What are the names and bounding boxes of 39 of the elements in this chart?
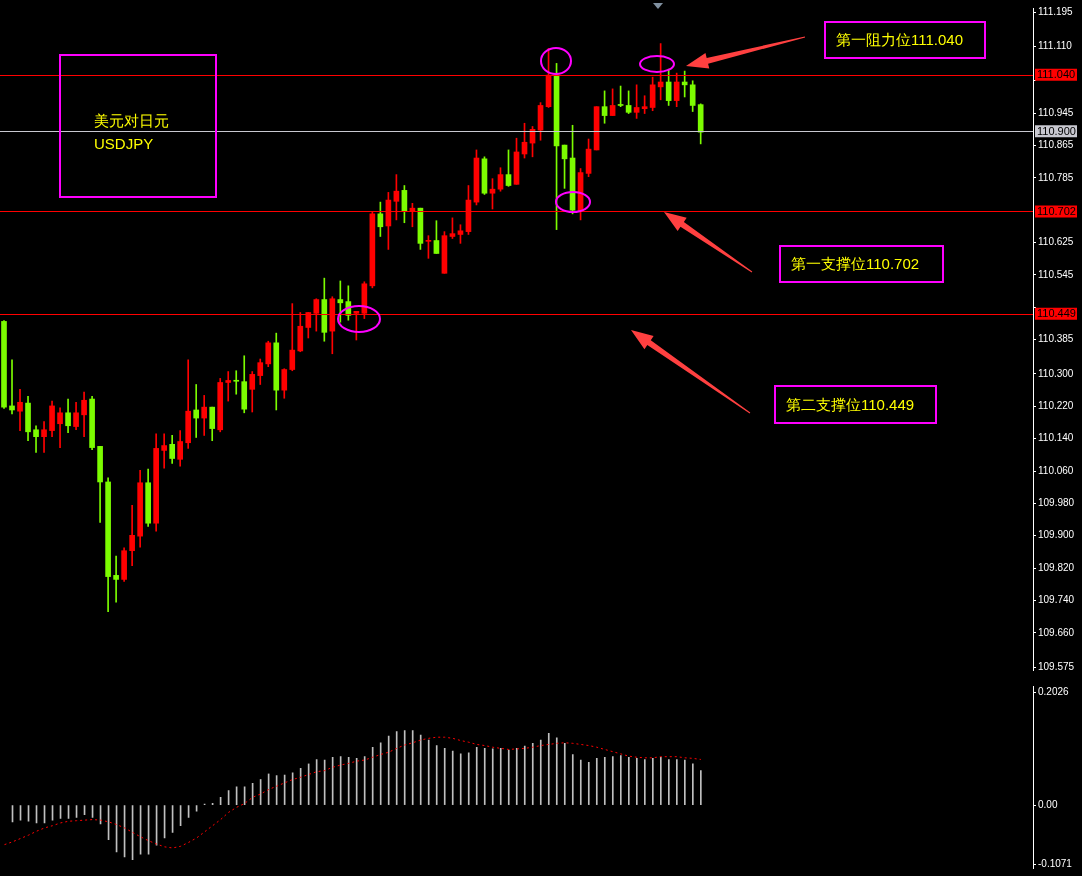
candlestick — [233, 370, 240, 395]
candlestick — [337, 280, 344, 323]
y-tick-label: 109.900 — [1038, 529, 1075, 541]
y-tick-label: 110.545 — [1038, 268, 1074, 280]
annotation: 第一阻力位111.040 — [824, 21, 986, 59]
annotation: 第二支撑位110.449 — [774, 385, 937, 424]
candlestick — [161, 433, 167, 469]
y-tick-label: 110.060 — [1038, 464, 1074, 476]
candlestick — [225, 371, 232, 402]
ref-line-label: 111.040 — [1037, 68, 1076, 81]
y-tick-label: 0.00 — [1038, 798, 1058, 810]
y-tick-label: 109.820 — [1038, 561, 1075, 573]
candlestick — [41, 421, 47, 453]
text: USDJPY — [94, 134, 155, 154]
y-tick-label: 109.980 — [1038, 497, 1075, 509]
line-series — [4, 736, 702, 849]
y-tick-label: 110.140 — [1038, 432, 1074, 444]
y-tick-label: 110.945 — [1038, 106, 1074, 118]
y-tick-label: 111.110 — [1038, 40, 1073, 52]
y-tick-label: 110.300 — [1038, 367, 1074, 379]
y-tick-label: 111.195 — [1038, 5, 1074, 17]
candlestick — [17, 389, 23, 431]
ref-line-label: 110.449 — [1037, 307, 1076, 320]
y-tick-label: 109.575 — [1038, 660, 1075, 672]
y-tick-label: 110.625 — [1038, 236, 1074, 248]
y-tick-label: 110.385 — [1038, 333, 1074, 345]
y-tick-label: 0.2026 — [1038, 686, 1070, 698]
candlestick — [113, 555, 119, 603]
y-tick-label: 110.865 — [1038, 139, 1074, 151]
y-tick-label: -0.1071 — [1038, 858, 1073, 870]
y-tick-label: 110.220 — [1038, 400, 1074, 412]
y-tick-label: 109.660 — [1038, 626, 1075, 638]
candlestick — [193, 384, 200, 438]
y-tick-label: 110.785 — [1038, 171, 1074, 183]
ref-line-label: 110.702 — [1037, 204, 1076, 217]
ref-line-label: 110.900 — [1037, 124, 1076, 137]
text: 美元对日元 — [94, 111, 170, 131]
y-tick-label: 109.740 — [1038, 594, 1075, 606]
annotation: 第一支撑位110.702 — [779, 245, 944, 283]
